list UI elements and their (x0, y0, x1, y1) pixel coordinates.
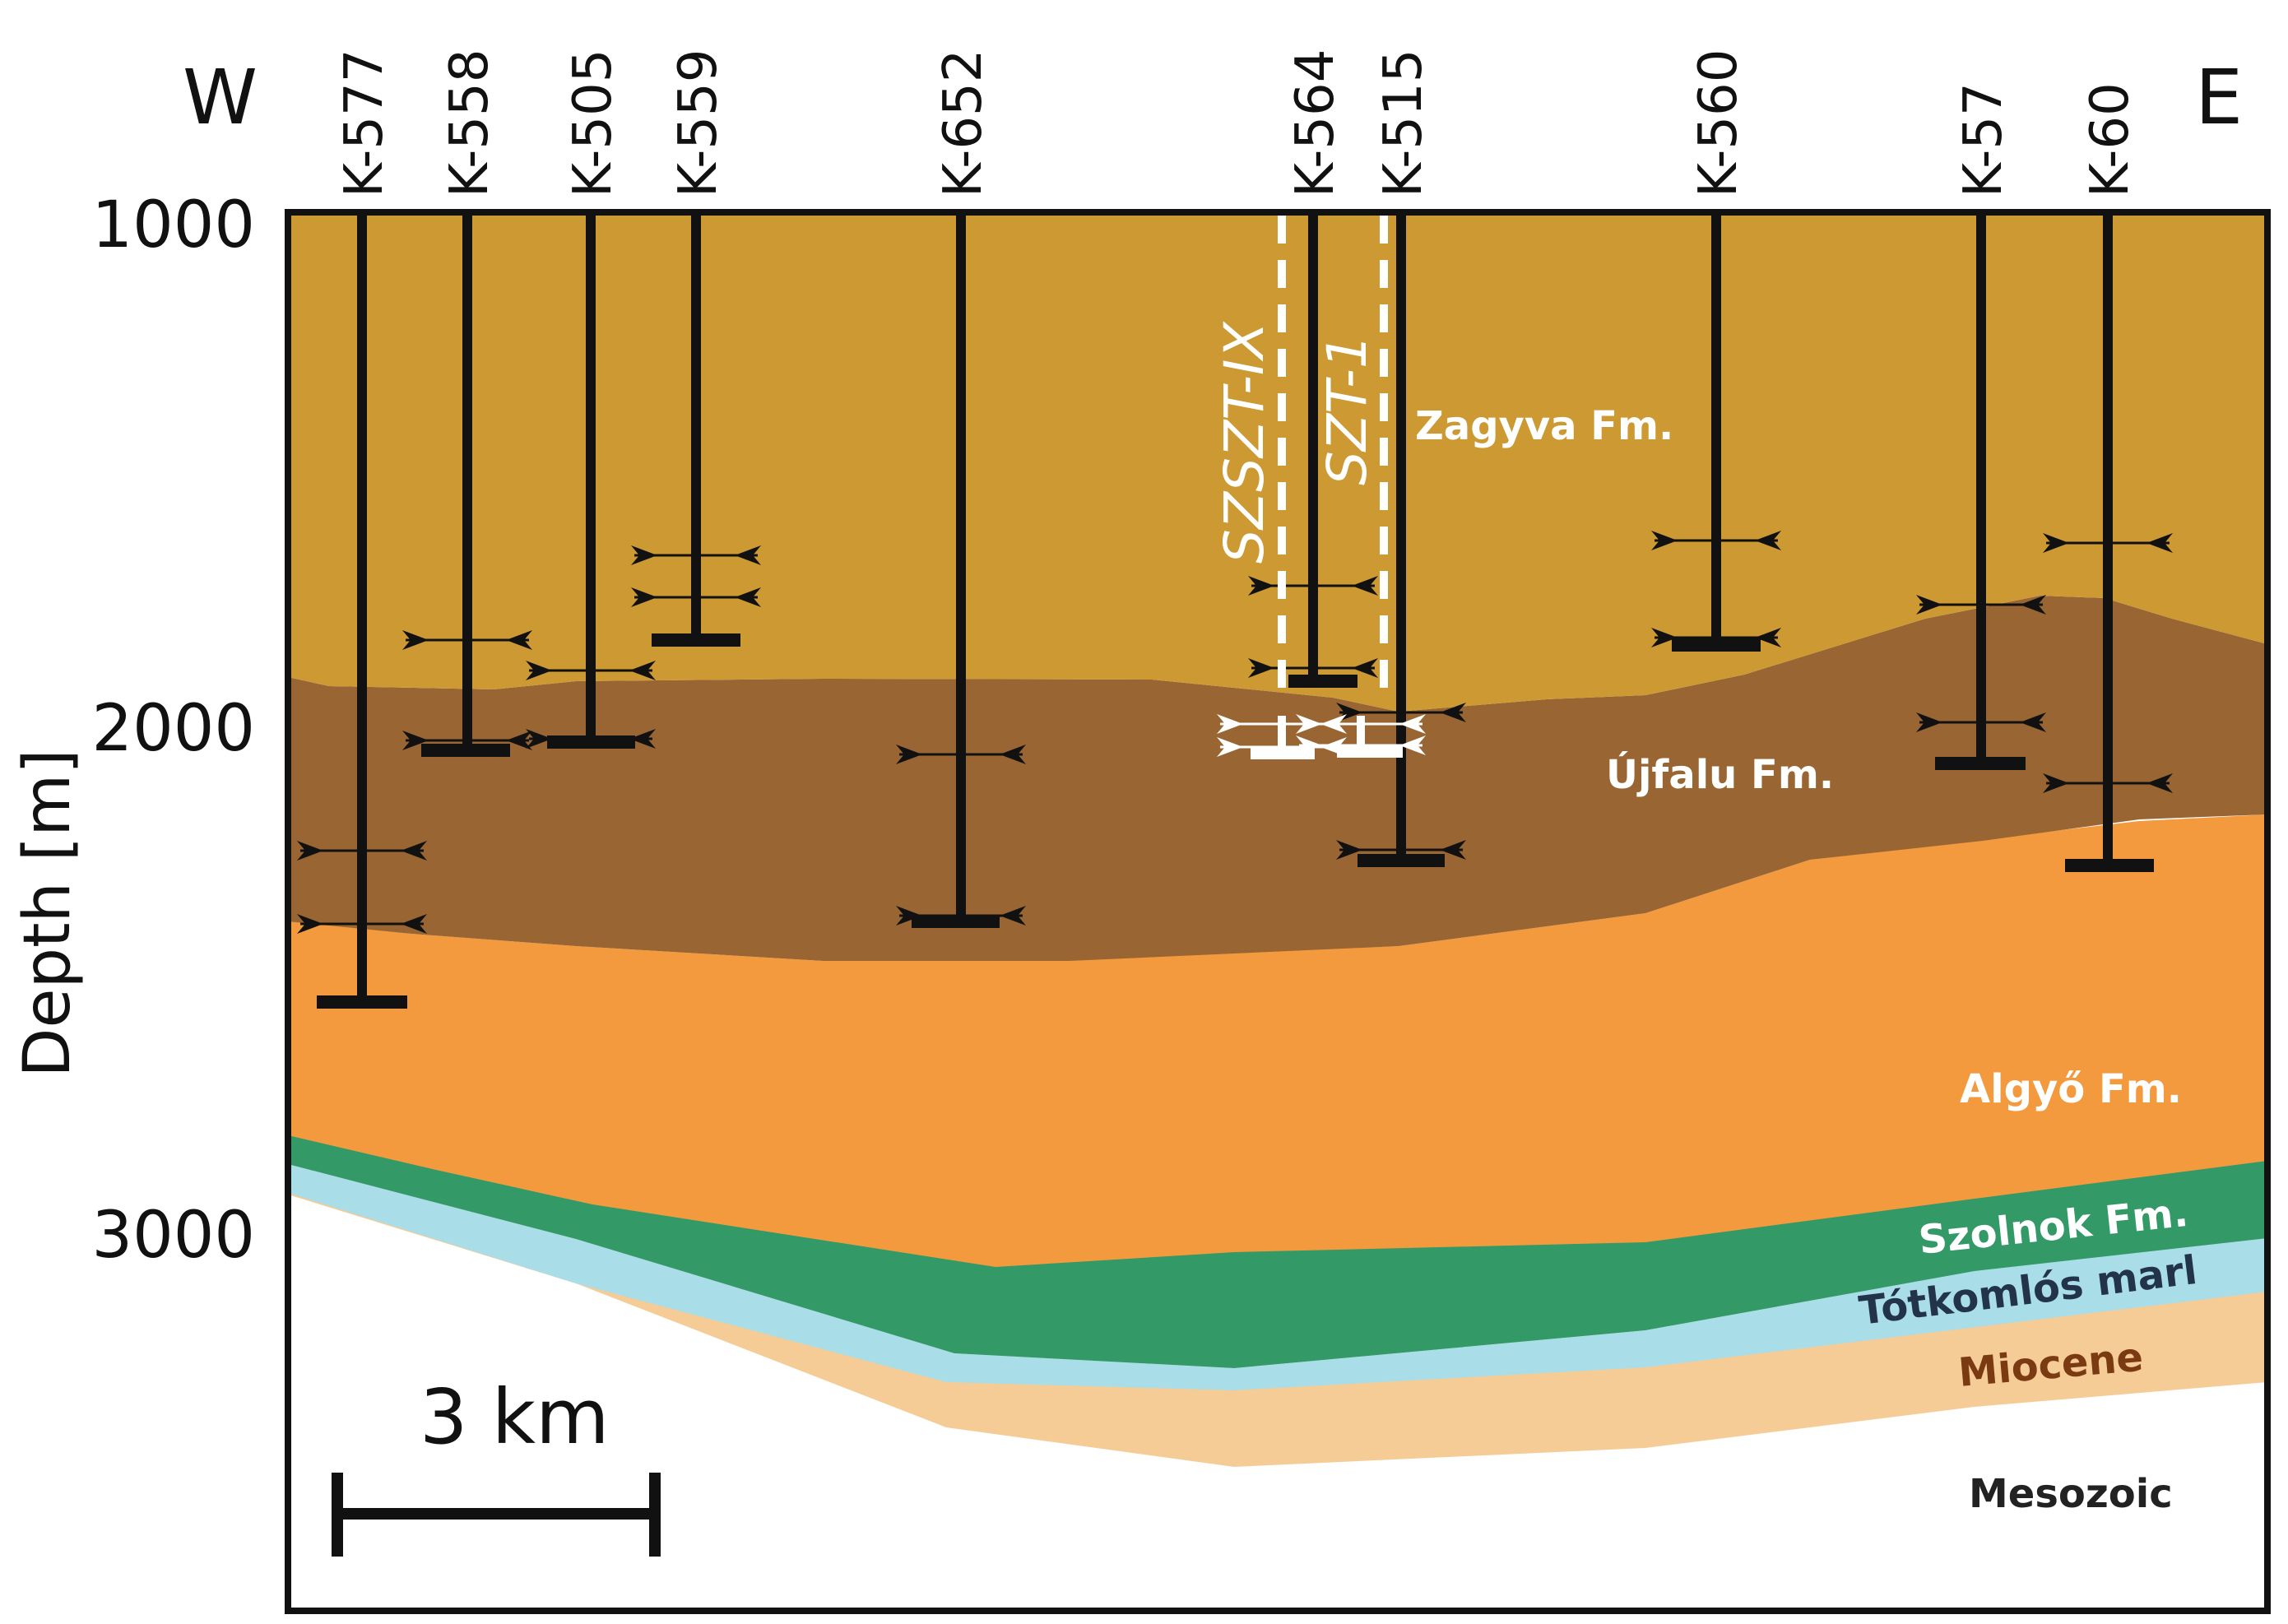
formation-label-zagyva: Zagyva Fm. (1415, 403, 1673, 449)
interval-marker-left-arrow (402, 630, 429, 650)
interval-marker-right-arrow (401, 914, 427, 934)
interval-marker-left-arrow (1336, 840, 1362, 860)
plot-frame (285, 209, 2271, 1614)
interval-marker-right-arrow (735, 545, 761, 565)
interval-marker-left-arrow (896, 906, 922, 926)
interval-marker-right-arrow (1399, 714, 1426, 734)
interval-marker-right-arrow (506, 731, 532, 750)
interval-marker (402, 630, 532, 650)
interval-marker-right-arrow (1755, 531, 1781, 550)
interval-marker (896, 906, 1026, 926)
interval-marker-left-arrow (1217, 714, 1243, 734)
y-tick-3000: 3000 (91, 1199, 255, 1273)
interval-marker (631, 587, 761, 607)
well-label-k564: K-564 (1285, 49, 1346, 198)
interval-marker-left-arrow (297, 914, 323, 934)
interval-marker (526, 661, 656, 680)
interval-marker-left-arrow (631, 587, 657, 607)
interval-marker (402, 731, 532, 750)
interval-marker (2043, 533, 2173, 553)
interval-marker (1651, 531, 1781, 550)
well-label-k60: K-60 (2080, 82, 2141, 197)
formation-label-ujfalu: Újfalu Fm. (1606, 751, 1834, 798)
y-axis-title: Depth [m] (11, 749, 85, 1077)
interval-marker (1248, 576, 1378, 596)
interval-marker-left-arrow (1248, 658, 1274, 678)
interval-marker-right-arrow (2020, 595, 2046, 615)
interval-marker-right-arrow (1440, 703, 1466, 722)
interval-marker-right-arrow (1399, 735, 1426, 755)
interval-marker-left-arrow (896, 745, 922, 764)
y-tick-2000: 2000 (91, 692, 255, 766)
interval-marker-right-arrow (2146, 533, 2173, 553)
interval-marker (2043, 773, 2173, 793)
interval-marker-left-arrow (1248, 576, 1274, 596)
east-label: E (2195, 53, 2243, 142)
interval-marker (1916, 712, 2046, 732)
interval-marker-right-arrow (629, 661, 656, 680)
interval-marker-left-arrow (526, 661, 552, 680)
interval-marker-left-arrow (402, 731, 429, 750)
well-label-k505: K-505 (563, 49, 624, 198)
interval-marker (1248, 658, 1378, 678)
interval-marker-right-arrow (1352, 576, 1378, 596)
interval-marker (1336, 840, 1466, 860)
interval-marker-right-arrow (735, 587, 761, 607)
miocene-layer (288, 1164, 2267, 1467)
interval-marker (896, 745, 1026, 764)
sidetracks (1251, 216, 1403, 759)
interval-marker-right-arrow (1440, 840, 1466, 860)
well-label-k559: K-559 (668, 49, 729, 198)
well-label-k515: K-515 (1373, 49, 1434, 198)
well-label-k57: K-57 (1953, 82, 2014, 197)
well-label-k577: K-577 (334, 49, 395, 198)
interval-marker (526, 729, 656, 749)
interval-marker (297, 914, 427, 934)
totkomlos-layer (288, 1164, 2267, 1390)
interval-marker-left-arrow (1916, 595, 1942, 615)
well-label-k560: K-560 (1688, 49, 1749, 198)
interval-marker (631, 545, 761, 565)
interval-marker (297, 841, 427, 861)
interval-marker-left-arrow (297, 841, 323, 861)
well-label-k558: K-558 (439, 49, 500, 198)
well-labels: K-577 K-558 K-505 K-559 K-652 K-564 K-51… (334, 49, 2141, 198)
west-label: W (183, 53, 258, 142)
interval-marker-right-arrow (1755, 628, 1781, 647)
y-tick-1000: 1000 (91, 188, 255, 262)
scale-bar (332, 1473, 661, 1557)
interval-marker (1651, 628, 1781, 647)
interval-marker-right-arrow (1000, 906, 1026, 926)
sidetrack-label-szszt-ix: SZSZT-IX (1213, 321, 1276, 564)
interval-marker-right-arrow (1352, 658, 1378, 678)
interval-marker (1916, 595, 2046, 615)
interval-marker-left-arrow (526, 729, 552, 749)
interval-marker-left-arrow (631, 545, 657, 565)
formation-label-algyo: Algyő Fm. (1960, 1066, 2182, 1112)
interval-marker-left-arrow (2043, 773, 2069, 793)
formation-label-mesozoic: Mesozoic (1969, 1471, 2173, 1517)
interval-marker-left-arrow (1651, 628, 1678, 647)
interval-marker-right-arrow (2020, 712, 2046, 732)
interval-marker-left-arrow (2043, 533, 2069, 553)
well-label-k652: K-652 (933, 49, 994, 198)
ujfalu-layer (288, 596, 2267, 961)
interval-marker-left-arrow (1916, 712, 1942, 732)
interval-marker-right-arrow (506, 630, 532, 650)
interval-marker-right-arrow (401, 841, 427, 861)
sidetrack-label-szt-1: SZT-1 (1316, 334, 1379, 485)
interval-marker-left-arrow (1651, 531, 1678, 550)
interval-marker-right-arrow (629, 729, 656, 749)
interval-marker-right-arrow (2146, 773, 2173, 793)
interval-marker-left-arrow (1296, 714, 1322, 734)
algyo-layer (288, 814, 2267, 1267)
scale-bar-label: 3 km (420, 1373, 610, 1461)
interval-marker-right-arrow (1000, 745, 1026, 764)
interval-marker-left-arrow (1217, 737, 1243, 757)
